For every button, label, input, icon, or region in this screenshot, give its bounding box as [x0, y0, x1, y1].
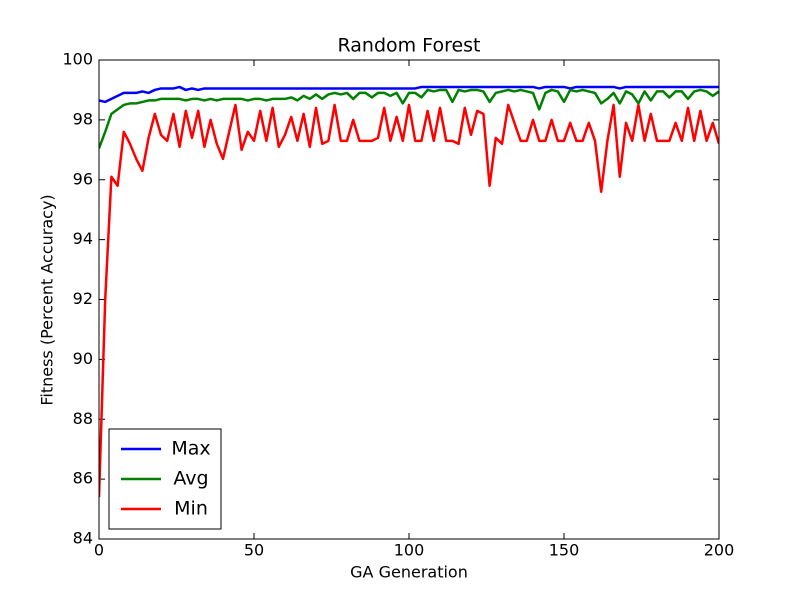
legend-label: Min: [174, 498, 208, 520]
x-axis-label: GA Generation: [350, 563, 468, 582]
y-tick-label: 84: [73, 529, 93, 548]
y-tick-label: 90: [73, 349, 93, 368]
y-tick-label: 100: [62, 50, 93, 69]
x-tick-label: 0: [94, 541, 104, 560]
chart-title: Random Forest: [337, 35, 480, 57]
plot-frame: [98, 59, 720, 540]
y-tick-label: 96: [73, 169, 93, 188]
y-tick-label: 88: [73, 409, 93, 428]
legend: Max Avg Min: [108, 428, 222, 530]
x-tick-label: 50: [244, 541, 264, 560]
legend-label: Max: [171, 438, 210, 460]
legend-label: Avg: [173, 468, 208, 490]
legend-box: [108, 428, 222, 530]
y-tick-label: 92: [73, 289, 93, 308]
y-tick-label: 98: [73, 109, 93, 128]
y-tick-label: 86: [73, 469, 93, 488]
series-line: [99, 103, 719, 498]
x-tick-label: 200: [704, 541, 735, 560]
x-tick-label: 100: [394, 541, 425, 560]
series-line: [99, 85, 719, 104]
y-axis-label: Fitness (Percent Accuracy): [38, 194, 57, 405]
x-tick-label: 150: [549, 541, 580, 560]
y-tick-label: 94: [73, 229, 93, 248]
series-line: [99, 88, 719, 149]
